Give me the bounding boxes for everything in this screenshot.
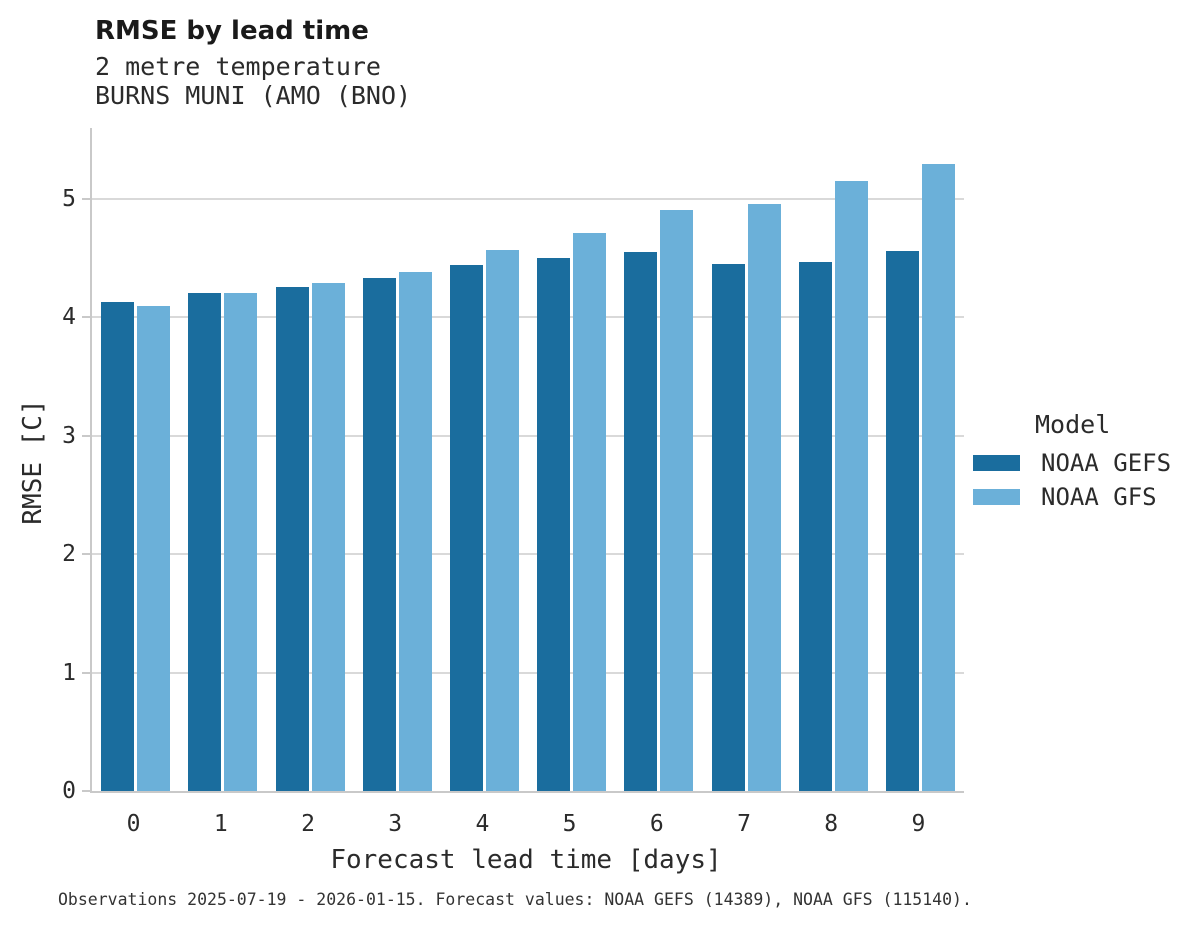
x-tick-label-5: 5 [562, 811, 577, 837]
legend-title: Model [1035, 410, 1111, 439]
chart-title: RMSE by lead time [95, 16, 369, 46]
bar-group-lead-7 [711, 128, 781, 791]
y-tick-label-1: 1 [62, 659, 76, 686]
bar-noaa-gfs-lead-8 [834, 181, 868, 791]
legend-entry-noaa-gefs: NOAA GEFS [973, 449, 1188, 477]
bar-group-lead-0 [101, 128, 171, 791]
y-tick-mark-1 [82, 671, 90, 674]
bar-noaa-gfs-lead-1 [224, 292, 258, 791]
bar-noaa-gfs-lead-3 [398, 272, 432, 791]
bar-noaa-gefs-lead-9 [885, 251, 919, 791]
bar-noaa-gfs-lead-4 [485, 249, 519, 791]
bar-noaa-gfs-lead-0 [137, 305, 171, 791]
bar-noaa-gefs-lead-0 [101, 302, 135, 791]
x-tick-label-4: 4 [475, 811, 490, 837]
bar-group-lead-6 [624, 128, 694, 791]
bar-group-lead-9 [885, 128, 955, 791]
bar-noaa-gefs-lead-2 [275, 286, 309, 791]
legend-label: NOAA GEFS [1041, 449, 1172, 477]
gridline-y-5 [92, 198, 964, 201]
x-tick-label-6: 6 [649, 811, 664, 837]
legend: Model NOAA GEFS NOAA GFS [973, 410, 1188, 519]
x-tick-label-7: 7 [737, 811, 751, 837]
bar-group-lead-5 [537, 128, 607, 791]
chart-subtitle-variable: 2 metre temperature [95, 52, 381, 81]
bar-noaa-gefs-lead-8 [798, 261, 832, 791]
x-axis-title: Forecast lead time [days] [330, 845, 722, 875]
bar-noaa-gfs-lead-5 [573, 233, 607, 791]
bar-group-lead-8 [798, 128, 868, 791]
bar-noaa-gefs-lead-3 [362, 278, 396, 791]
x-tick-label-2: 2 [301, 811, 315, 837]
y-tick-label-4: 4 [62, 304, 76, 331]
x-tick-label-8: 8 [824, 811, 839, 837]
y-tick-mark-3 [82, 434, 90, 437]
bar-group-lead-1 [188, 128, 258, 791]
legend-entries: NOAA GEFS NOAA GFS [973, 449, 1188, 511]
bar-noaa-gfs-lead-9 [921, 163, 955, 791]
y-tick-mark-4 [82, 316, 90, 319]
legend-swatch-icon [973, 489, 1020, 505]
x-tick-label-9: 9 [911, 811, 926, 837]
bar-noaa-gfs-lead-2 [311, 283, 345, 791]
gridline-y-3 [92, 434, 964, 437]
plot-area [82, 128, 964, 793]
y-axis-title: RMSE [C] [18, 399, 48, 525]
bar-noaa-gefs-lead-4 [449, 265, 483, 791]
gridline-y-1 [92, 671, 964, 674]
y-tick-mark-0 [82, 790, 90, 792]
bar-noaa-gefs-lead-7 [711, 264, 745, 791]
gridline-y-4 [92, 316, 964, 319]
footer-caption: Observations 2025-07-19 - 2026-01-15. Fo… [58, 890, 972, 909]
gridline-y-2 [92, 553, 964, 556]
y-tick-mark-2 [82, 553, 90, 556]
chart-subtitle-station: BURNS MUNI (AMO (BNO) [95, 81, 412, 110]
legend-entry-noaa-gfs: NOAA GFS [973, 483, 1188, 511]
y-tick-label-0: 0 [62, 778, 76, 804]
bar-group-lead-2 [275, 128, 345, 791]
legend-swatch-icon [973, 455, 1020, 471]
x-tick-label-3: 3 [388, 811, 403, 837]
y-tick-mark-5 [82, 198, 90, 201]
x-tick-label-0: 0 [126, 811, 141, 837]
bar-noaa-gefs-lead-1 [188, 292, 222, 791]
legend-label: NOAA GFS [1041, 483, 1157, 511]
x-tick-label-1: 1 [213, 811, 228, 837]
bar-noaa-gefs-lead-5 [537, 258, 571, 791]
bar-noaa-gfs-lead-7 [747, 203, 781, 791]
bar-group-lead-3 [362, 128, 432, 791]
y-tick-label-3: 3 [62, 422, 76, 449]
bar-noaa-gefs-lead-6 [624, 252, 658, 791]
y-tick-label-5: 5 [62, 186, 76, 213]
bar-group-lead-4 [449, 128, 519, 791]
bar-noaa-gfs-lead-6 [660, 209, 694, 791]
y-tick-label-2: 2 [62, 541, 76, 568]
